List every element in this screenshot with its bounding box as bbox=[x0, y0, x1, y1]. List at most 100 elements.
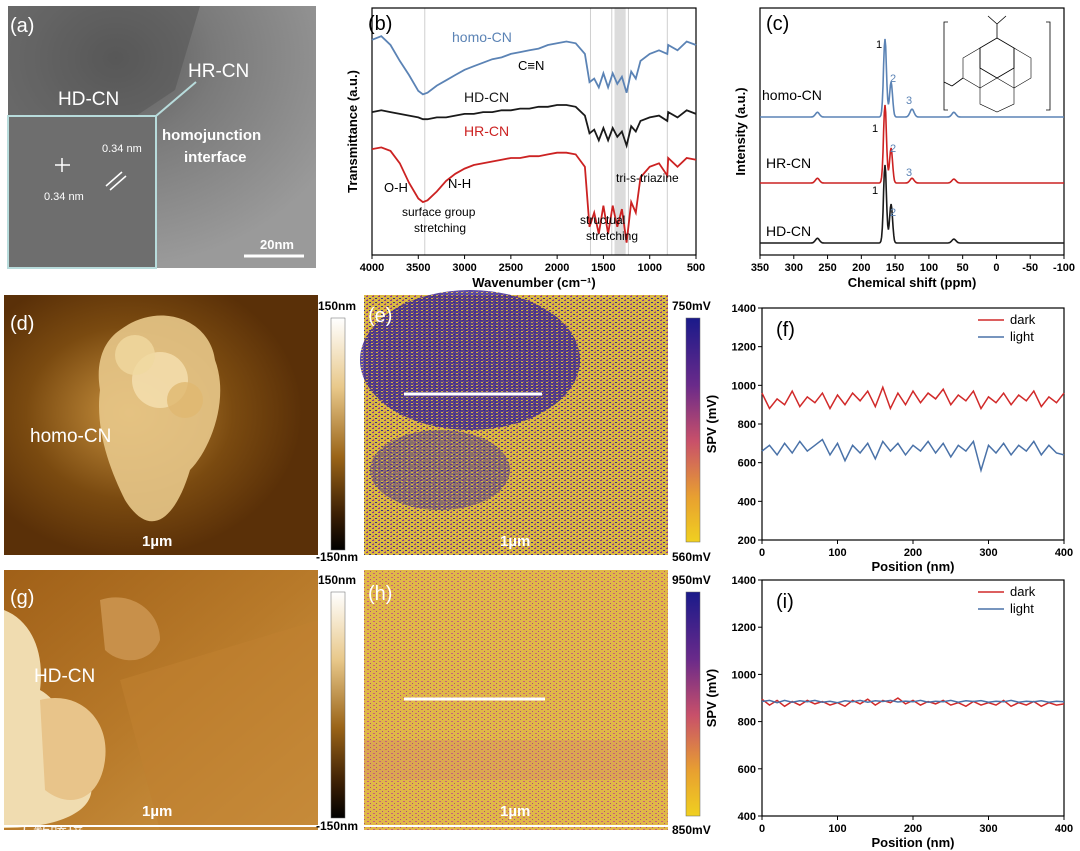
shaded-band-b bbox=[614, 8, 626, 255]
panel-g: (g) HD-CN 1µm 150nm -150nm bbox=[4, 570, 358, 833]
panel-d: (d) homo-CN 1µm 150nm -150nm bbox=[4, 295, 358, 564]
series-line-light bbox=[761, 699, 1065, 704]
panel-a: (a) HD-CN HR-CN homojunction interface 0… bbox=[7, 6, 316, 269]
y-tick-label: 1400 bbox=[732, 575, 756, 587]
x-tick-label-c: -50 bbox=[1022, 262, 1038, 274]
series-line-dark bbox=[761, 385, 1065, 411]
sample-label-g: HD-CN bbox=[34, 666, 95, 687]
structure-ring-bottom bbox=[979, 77, 1015, 113]
structure-ring-left bbox=[962, 47, 981, 89]
y-axis-title: SPV (mV) bbox=[704, 669, 719, 728]
y-axis-title: SPV (mV) bbox=[704, 395, 719, 454]
y-axis-title-b: Transmittance (a.u.) bbox=[345, 70, 360, 193]
x-tick-label-b: 1000 bbox=[637, 262, 661, 274]
x-tick-label-b: 500 bbox=[687, 262, 705, 274]
d-spacing-1: 0.34 nm bbox=[44, 191, 84, 203]
y-tick-label: 1400 bbox=[732, 303, 756, 315]
panel-label-e: (e) bbox=[368, 305, 392, 327]
x-tick-label: 100 bbox=[828, 823, 846, 835]
cbar-min-h: 850mV bbox=[672, 823, 711, 837]
colorbar-h bbox=[685, 591, 701, 817]
chart-f: 0 100 200 300 400 200 400 600 800 1000 1200 1400 Pos… bbox=[704, 303, 1073, 574]
scale-label-g: 1µm bbox=[142, 803, 172, 820]
x-tick-label-b: 3000 bbox=[452, 262, 476, 274]
x-tick-label: 200 bbox=[904, 547, 922, 559]
plot-frame-c bbox=[759, 7, 1065, 256]
annotation-surface-b: surface group bbox=[402, 205, 476, 219]
peak-number-c: 1 bbox=[872, 123, 878, 135]
cbar-max-d: 150nm bbox=[318, 299, 356, 313]
x-axis-title: Position (nm) bbox=[871, 559, 954, 574]
y-tick-label: 800 bbox=[738, 717, 756, 729]
x-tick-label: 200 bbox=[904, 823, 922, 835]
y-axis-title-c: Intensity (a.u.) bbox=[733, 87, 748, 175]
y-tick-label: 1000 bbox=[732, 669, 756, 681]
colorbar-e bbox=[685, 317, 701, 543]
cbar-max-h: 950mV bbox=[672, 573, 711, 587]
annotation-triazine-b: tri-s-triazine bbox=[616, 171, 679, 185]
series-line-c-HR-CN bbox=[760, 104, 1064, 184]
scale-label-h: 1µm bbox=[500, 803, 530, 820]
x-tick-label-c: -100 bbox=[1053, 262, 1075, 274]
panel-h: (h) 1µm 950mV 850mV bbox=[364, 570, 711, 837]
peak-number-c: 1 bbox=[876, 39, 882, 51]
peak-number-c: 3 bbox=[906, 167, 912, 179]
colorbar-d bbox=[330, 317, 346, 551]
panel-label-h: (h) bbox=[368, 583, 392, 605]
legend-label-light: light bbox=[1010, 601, 1034, 616]
series-label-hd-b: HD-CN bbox=[464, 89, 509, 105]
structure-ring-center bbox=[979, 37, 1015, 79]
hd-cn-label: HD-CN bbox=[58, 89, 119, 110]
y-tick-label: 1000 bbox=[732, 380, 756, 392]
x-tick-label-c: 350 bbox=[751, 262, 769, 274]
y-tick-label: 400 bbox=[738, 496, 756, 508]
structure-ring-right bbox=[1013, 47, 1032, 89]
tem-inset bbox=[7, 115, 157, 269]
x-tick-label-c: 50 bbox=[957, 262, 969, 274]
cbar-min-e: 560mV bbox=[672, 550, 711, 564]
peak-number-c: 2 bbox=[890, 143, 896, 155]
series-line-b-homo-CN bbox=[371, 35, 697, 96]
legend-label-dark: dark bbox=[1010, 312, 1036, 327]
structure-icon bbox=[943, 15, 1051, 113]
series-line-b-HD-CN bbox=[371, 104, 697, 149]
panel-e: (e) 1µm 750mV 560mV bbox=[360, 290, 711, 564]
colorbar-g bbox=[330, 591, 346, 819]
panel-label-d: (d) bbox=[10, 313, 34, 335]
cbar-min-g: -150nm bbox=[316, 819, 358, 833]
series-label-hr-b: HR-CN bbox=[464, 123, 509, 139]
series-line-dark bbox=[761, 697, 1065, 708]
legend-label-dark: dark bbox=[1010, 584, 1036, 599]
cbar-max-e: 750mV bbox=[672, 299, 711, 313]
x-tick-label-c: 300 bbox=[785, 262, 803, 274]
series-label-hd-c: HD-CN bbox=[766, 223, 811, 239]
hr-cn-label: HR-CN bbox=[188, 61, 249, 82]
annotation-stretch2-b: stretching bbox=[586, 229, 638, 243]
plot-frame-b bbox=[371, 7, 697, 256]
x-tick-label: 400 bbox=[1055, 547, 1073, 559]
x-tick-label: 0 bbox=[759, 547, 765, 559]
x-tick-label-b: 4000 bbox=[360, 262, 384, 274]
scale-label-d: 1µm bbox=[142, 533, 172, 550]
watermark: 大数跨境 bbox=[16, 825, 84, 844]
d-spacing-2: 0.34 nm bbox=[102, 143, 142, 155]
panel-label-b: (b) bbox=[368, 13, 392, 35]
annotation-oh-b: O-H bbox=[384, 180, 408, 195]
structure-bracket-left bbox=[943, 21, 948, 111]
y-tick-label: 600 bbox=[738, 764, 756, 776]
interface-label-1: homojunction bbox=[162, 127, 261, 144]
structure-amine-left bbox=[943, 77, 964, 87]
x-tick-label-b: 2500 bbox=[499, 262, 523, 274]
panel-label-g: (g) bbox=[10, 587, 34, 609]
x-tick-label-c: 100 bbox=[920, 262, 938, 274]
x-axis-title: Position (nm) bbox=[871, 835, 954, 850]
annotation-cn-b: C≡N bbox=[518, 58, 544, 73]
series-line-light bbox=[761, 438, 1065, 474]
x-tick-label-b: 1500 bbox=[591, 262, 615, 274]
panel-label-a: (a) bbox=[10, 15, 34, 37]
x-tick-label-c: 150 bbox=[886, 262, 904, 274]
cbar-min-d: -150nm bbox=[316, 550, 358, 564]
x-tick-label: 300 bbox=[979, 547, 997, 559]
annotation-nh-b: N-H bbox=[448, 176, 471, 191]
y-tick-label: 800 bbox=[738, 419, 756, 431]
